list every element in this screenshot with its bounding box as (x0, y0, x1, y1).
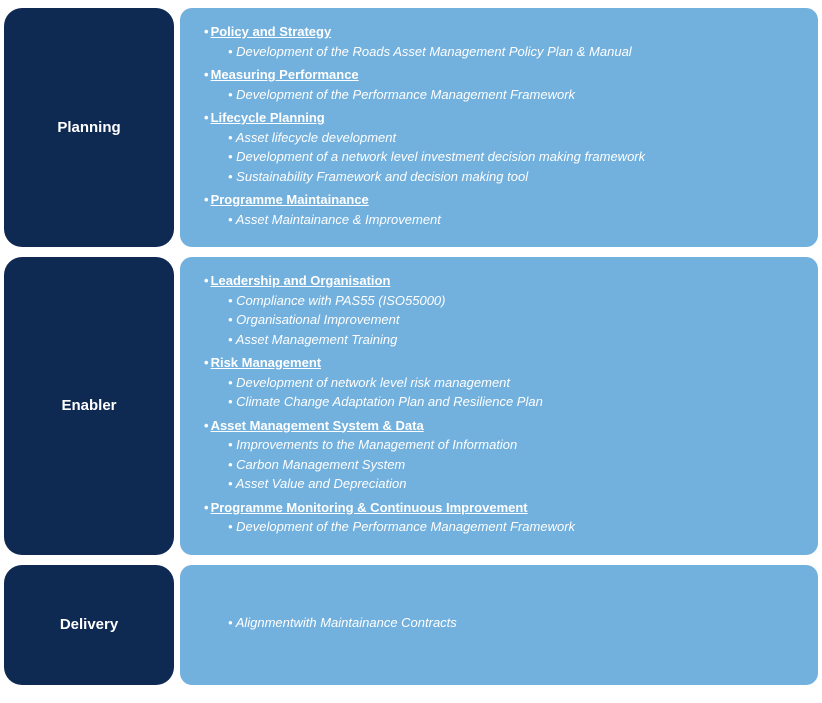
section: Lifecycle PlanningAsset lifecycle develo… (194, 108, 800, 186)
sub-item: Development of the Roads Asset Managemen… (228, 42, 800, 62)
row-enabler: Enabler Leadership and OrganisationCompli… (4, 257, 818, 555)
section-heading: Leadership and Organisation (204, 271, 800, 291)
section: Alignmentwith Maintainance Contracts (194, 613, 800, 633)
sub-item: Organisational Improvement (228, 310, 800, 330)
section-heading: Measuring Performance (204, 65, 800, 85)
sub-item: Improvements to the Management of Inform… (228, 435, 800, 455)
sub-list: Asset Maintainance & Improvement (228, 210, 800, 230)
sub-item: Carbon Management System (228, 455, 800, 475)
sub-item: Climate Change Adaptation Plan and Resil… (228, 392, 800, 412)
sub-item: Asset Maintainance & Improvement (228, 210, 800, 230)
sub-item: Development of a network level investmen… (228, 147, 800, 167)
label-box: Planning (4, 8, 174, 247)
section: Policy and StrategyDevelopment of the Ro… (194, 22, 800, 61)
section-heading: Asset Management System & Data (204, 416, 800, 436)
sub-item: Development of the Performance Managemen… (228, 517, 800, 537)
sub-item: Development of the Performance Managemen… (228, 85, 800, 105)
sub-item: Asset Management Training (228, 330, 800, 350)
sub-list: Development of network level risk manage… (228, 373, 800, 412)
sub-list: Development of the Roads Asset Managemen… (228, 42, 800, 62)
sub-item: Alignmentwith Maintainance Contracts (228, 613, 800, 633)
sub-list: Improvements to the Management of Inform… (228, 435, 800, 494)
sub-item: Sustainability Framework and decision ma… (228, 167, 800, 187)
section: Programme Monitoring & Continuous Improv… (194, 498, 800, 537)
sub-item: Asset Value and Depreciation (228, 474, 800, 494)
sub-item: Compliance with PAS55 (ISO55000) (228, 291, 800, 311)
section-heading: Policy and Strategy (204, 22, 800, 42)
sub-list: Alignmentwith Maintainance Contracts (228, 613, 800, 633)
sub-item: Development of network level risk manage… (228, 373, 800, 393)
row-delivery: Delivery Alignmentwith Maintainance Contr… (4, 565, 818, 685)
section-heading: Programme Maintainance (204, 190, 800, 210)
section-heading: Lifecycle Planning (204, 108, 800, 128)
sub-item: Asset lifecycle development (228, 128, 800, 148)
section: Measuring PerformanceDevelopment of the … (194, 65, 800, 104)
diagram-container: PlanningPolicy and StrategyDevelopment o… (4, 8, 818, 685)
section: Programme MaintainanceAsset Maintainance… (194, 190, 800, 229)
sub-list: Development of the Performance Managemen… (228, 517, 800, 537)
content-box: Alignmentwith Maintainance Contracts (180, 565, 818, 685)
content-box: Leadership and OrganisationCompliance wi… (180, 257, 818, 555)
section: Asset Management System & DataImprovemen… (194, 416, 800, 494)
sub-list: Asset lifecycle developmentDevelopment o… (228, 128, 800, 187)
section-heading: Risk Management (204, 353, 800, 373)
label-box: Enabler (4, 257, 174, 555)
section: Leadership and OrganisationCompliance wi… (194, 271, 800, 349)
row-planning: PlanningPolicy and StrategyDevelopment o… (4, 8, 818, 247)
sub-list: Compliance with PAS55 (ISO55000)Organisa… (228, 291, 800, 350)
sub-list: Development of the Performance Managemen… (228, 85, 800, 105)
section: Risk ManagementDevelopment of network le… (194, 353, 800, 412)
label-box: Delivery (4, 565, 174, 685)
section-heading: Programme Monitoring & Continuous Improv… (204, 498, 800, 518)
content-box: Policy and StrategyDevelopment of the Ro… (180, 8, 818, 247)
